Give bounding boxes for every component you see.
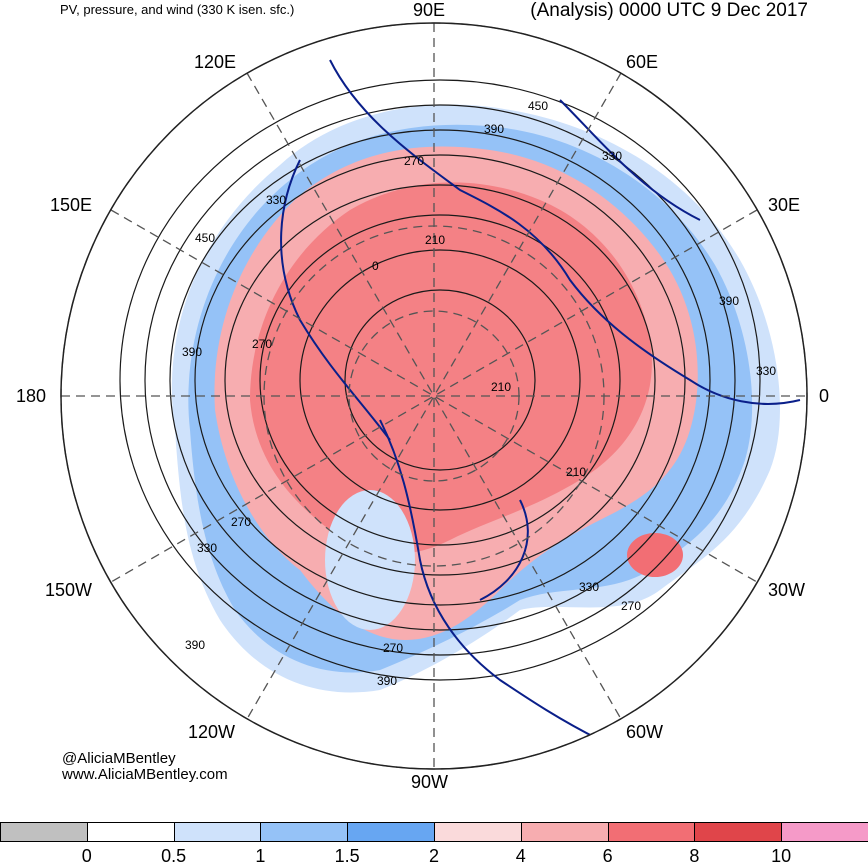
- figure-title: (Analysis) 0000 UTC 9 Dec 2017: [530, 0, 808, 21]
- colorbar: [0, 822, 868, 844]
- lon-label-150w: 150W: [45, 580, 93, 600]
- colorbar-tick-label: 10: [771, 846, 792, 866]
- contour-label: 390: [377, 674, 397, 688]
- lon-label-30e: 30E: [768, 195, 801, 215]
- colorbar-swatch: [0, 822, 88, 842]
- lon-label-180: 180: [16, 386, 47, 406]
- pv-trough-blue: [325, 490, 415, 630]
- lon-label-150e: 150E: [50, 195, 93, 215]
- colorbar-tick-label: 1.5: [334, 846, 360, 866]
- pressure-contours: [119, 79, 761, 681]
- contour-label: 450: [195, 231, 215, 245]
- colorbar-tick-label: 2: [428, 846, 440, 866]
- contour-label: 330: [602, 149, 622, 163]
- colorbar-tick-label: 1: [255, 846, 266, 866]
- map-fill-layer: [61, 23, 807, 769]
- lon-label-120e: 120E: [194, 52, 237, 72]
- credit-website[interactable]: www.AliciaMBentley.com: [62, 766, 228, 783]
- contour-label: 270: [231, 515, 251, 529]
- contour-label: 210: [566, 465, 586, 479]
- contour-label: 330: [756, 364, 776, 378]
- lon-label-0: 0: [819, 386, 830, 406]
- lon-label-30w: 30W: [768, 580, 806, 600]
- contour-label: 390: [484, 122, 504, 136]
- colorbar-tick-label: 0: [81, 846, 92, 866]
- colorbar-swatch: [86, 822, 175, 842]
- contour-label: 390: [182, 345, 202, 359]
- contour-label: 330: [197, 541, 217, 555]
- contour-label: 330: [266, 193, 286, 207]
- pv-cutoff-blob: [627, 533, 683, 577]
- polar-map: 450 390 330 270 210 0 210 270 330 390 45…: [60, 22, 808, 770]
- colorbar-swatch: [434, 822, 522, 842]
- lon-label-60e: 60E: [626, 52, 659, 72]
- contour-label: 210: [425, 233, 445, 247]
- lon-label-90e: 90E: [413, 0, 446, 20]
- contour-label: 450: [528, 99, 548, 113]
- lon-label-60w: 60W: [626, 722, 664, 742]
- contour-label: 390: [719, 294, 739, 308]
- colorbar-swatch: [520, 822, 609, 842]
- colorbar-swatch: [781, 822, 868, 842]
- colorbar-tick-label: 8: [689, 846, 700, 866]
- contour-label: 330: [579, 580, 599, 594]
- colorbar-swatch: [173, 822, 262, 842]
- colorbar-swatch: [607, 822, 696, 842]
- contour-label: 270: [621, 599, 641, 613]
- contour-label: 210: [491, 380, 511, 394]
- figure-subtitle: PV, pressure, and wind (330 K isen. sfc.…: [60, 2, 295, 17]
- colorbar-swatch: [260, 822, 349, 842]
- contour-label: 270: [404, 154, 424, 168]
- contour-label: 390: [185, 638, 205, 652]
- colorbar-tick-label: 6: [602, 846, 613, 866]
- pv-red-core: [250, 182, 652, 554]
- lon-label-90w: 90W: [411, 772, 449, 792]
- colorbar-swatch: [347, 822, 435, 842]
- contour-label: 270: [383, 641, 403, 655]
- map-border: [60, 22, 808, 770]
- contour-labels: 450 390 330 270 210 0 210 270 330 390 45…: [182, 99, 776, 688]
- coastlines: [280, 59, 801, 741]
- contour-label: 0: [372, 259, 379, 273]
- colorbar-tick-label: 0.5: [161, 846, 187, 866]
- lon-label-120w: 120W: [188, 722, 236, 742]
- credit-handle: @AliciaMBentley: [62, 750, 176, 767]
- contour-label: 270: [252, 337, 272, 351]
- colorbar-swatch: [694, 822, 783, 842]
- colorbar-tick-label: 4: [515, 846, 526, 866]
